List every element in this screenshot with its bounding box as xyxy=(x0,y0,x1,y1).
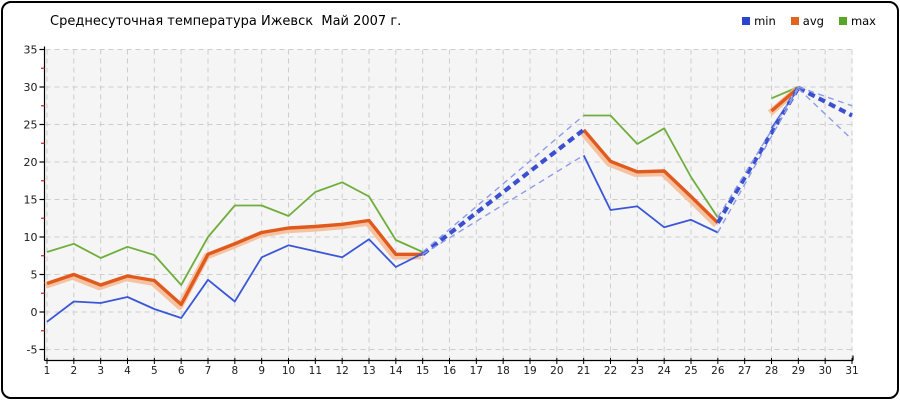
forecast-dashed-lines xyxy=(421,85,853,256)
svg-text:31: 31 xyxy=(845,365,858,377)
svg-text:4: 4 xyxy=(124,365,131,377)
legend-label-max: max xyxy=(850,14,876,28)
svg-text:25: 25 xyxy=(684,365,697,377)
forecast-thick-line xyxy=(715,86,801,224)
svg-text:13: 13 xyxy=(362,365,375,377)
svg-text:17: 17 xyxy=(470,365,483,377)
y-axis-minor-ticks xyxy=(41,67,45,332)
forecast-thin-line xyxy=(717,88,799,233)
y-axis-labels: 35 30 25 20 15 10 5 0 -5 xyxy=(24,43,38,356)
legend-swatch-max-icon xyxy=(838,17,847,25)
svg-text:25: 25 xyxy=(24,118,38,131)
svg-text:24: 24 xyxy=(657,365,671,377)
svg-text:20: 20 xyxy=(24,156,38,169)
svg-text:2: 2 xyxy=(70,365,77,377)
svg-text:3: 3 xyxy=(97,365,104,377)
forecast-thin-line xyxy=(422,154,585,255)
forecast-thin-line xyxy=(797,87,853,141)
forecast-thin-line xyxy=(798,86,853,107)
svg-text:-5: -5 xyxy=(27,343,38,356)
svg-text:20: 20 xyxy=(550,365,563,377)
svg-text:16: 16 xyxy=(443,365,457,377)
svg-text:19: 19 xyxy=(523,365,536,377)
svg-text:7: 7 xyxy=(205,365,212,377)
svg-text:10: 10 xyxy=(282,365,295,377)
svg-text:22: 22 xyxy=(604,365,617,377)
svg-text:9: 9 xyxy=(258,365,265,377)
svg-text:27: 27 xyxy=(738,365,751,377)
legend-item-max: max xyxy=(838,14,876,28)
svg-text:15: 15 xyxy=(24,193,38,206)
chart-title: Среднесуточная температура Ижевск Май 20… xyxy=(50,14,402,29)
svg-text:14: 14 xyxy=(389,365,403,377)
forecast-thin-line xyxy=(422,114,585,253)
svg-text:6: 6 xyxy=(178,365,185,377)
svg-text:30: 30 xyxy=(818,365,831,377)
svg-text:29: 29 xyxy=(792,365,805,377)
svg-text:30: 30 xyxy=(24,81,38,94)
svg-text:11: 11 xyxy=(309,365,322,377)
svg-text:23: 23 xyxy=(631,365,644,377)
svg-text:18: 18 xyxy=(496,365,509,377)
legend-swatch-min-icon xyxy=(742,17,751,25)
svg-text:10: 10 xyxy=(24,231,38,244)
svg-text:12: 12 xyxy=(335,365,348,377)
legend-label-min: min xyxy=(754,14,776,28)
svg-text:35: 35 xyxy=(24,43,38,56)
axes xyxy=(39,46,854,364)
legend-item-avg: avg xyxy=(790,14,824,28)
svg-text:5: 5 xyxy=(31,268,38,281)
svg-text:8: 8 xyxy=(231,365,238,377)
legend-label-avg: avg xyxy=(802,14,824,28)
svg-text:15: 15 xyxy=(416,365,429,377)
x-axis-labels: 1 2 3 4 5 6 7 8 9 10 11 12 13 14 15 16 17 18 19 20 21 22 23 24 2… xyxy=(44,365,859,377)
svg-text:5: 5 xyxy=(151,365,158,377)
svg-text:21: 21 xyxy=(577,365,590,377)
forecast-thin-line xyxy=(717,86,799,218)
legend-swatch-avg-icon xyxy=(790,17,799,25)
svg-text:0: 0 xyxy=(31,306,38,319)
legend: min avg max xyxy=(742,14,876,28)
svg-text:1: 1 xyxy=(44,365,51,377)
svg-text:28: 28 xyxy=(765,365,778,377)
svg-text:26: 26 xyxy=(711,365,725,377)
forecast-thick-line xyxy=(797,85,853,118)
legend-item-min: min xyxy=(742,14,776,28)
